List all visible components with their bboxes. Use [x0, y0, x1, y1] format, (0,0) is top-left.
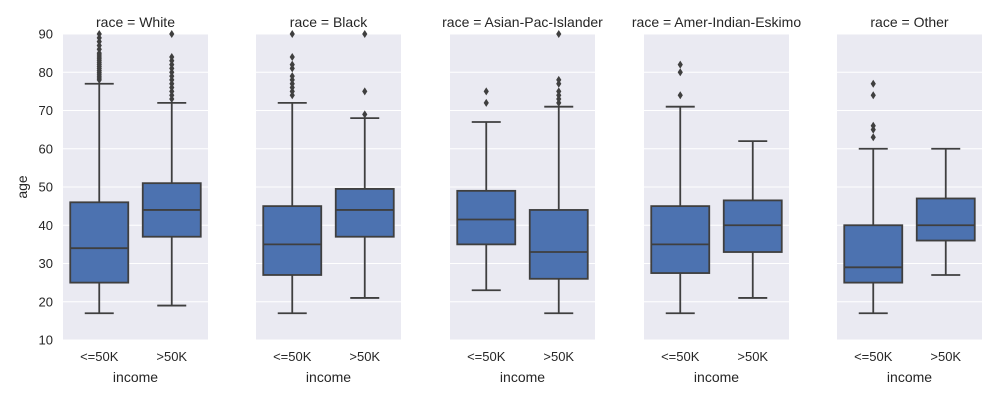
iqr-box	[915, 197, 976, 242]
iqr-box	[334, 188, 395, 238]
x-axis-label: income	[694, 369, 739, 385]
outlier-point	[289, 72, 295, 81]
panel-title: race = Black	[290, 14, 368, 30]
box-gt50k	[915, 147, 976, 276]
x-tick-label: <=50K	[467, 349, 506, 364]
iqr-box	[650, 205, 711, 274]
y-tick-label: 20	[39, 294, 53, 309]
iqr-box	[456, 189, 517, 246]
facet-panel: race = Other <=50K >50K income	[837, 14, 982, 385]
box-gt50k	[334, 30, 395, 299]
box-le50k	[843, 79, 904, 315]
y-tick-label: 30	[39, 256, 53, 271]
y-tick-label: 10	[39, 333, 53, 348]
facet-panel: race = White <=50K >50K income	[63, 14, 208, 385]
box-le50k	[69, 30, 130, 315]
outlier-point	[362, 30, 368, 38]
x-tick-label: >50K	[349, 349, 380, 364]
facet-panel: race = Amer-Indian-Eskimo <=50K >50K income	[632, 14, 801, 385]
x-axis-label: income	[887, 369, 932, 385]
outlier-point	[870, 133, 876, 142]
x-tick-label: >50K	[737, 349, 768, 364]
box-le50k	[650, 60, 711, 315]
outlier-point	[556, 75, 562, 84]
panel-title: race = Asian-Pac-Islander	[442, 14, 603, 30]
y-tick-label: 80	[39, 65, 53, 80]
outlier-point	[169, 52, 175, 61]
x-tick-label: <=50K	[273, 349, 312, 364]
x-tick-label: <=50K	[854, 349, 893, 364]
x-axis-label: income	[500, 369, 545, 385]
x-tick-label: <=50K	[661, 349, 700, 364]
outlier-point	[169, 30, 175, 38]
panel-title: race = White	[96, 14, 175, 30]
iqr-box	[722, 199, 783, 253]
outlier-point	[483, 98, 489, 107]
x-tick-label: >50K	[156, 349, 187, 364]
y-axis-label: age	[14, 175, 30, 199]
outlier-point	[870, 91, 876, 100]
y-tick-label: 90	[39, 27, 53, 42]
x-axis-label: income	[113, 369, 158, 385]
iqr-box	[69, 201, 130, 284]
outlier-point	[870, 121, 876, 130]
box-le50k	[456, 87, 517, 292]
y-tick-label: 60	[39, 141, 53, 156]
y-tick-label: 50	[39, 180, 53, 195]
iqr-box	[843, 224, 904, 284]
outlier-point	[677, 68, 683, 77]
box-gt50k	[141, 30, 202, 307]
outlier-point	[677, 60, 683, 69]
facet-panel: race = Asian-Pac-Islander <=50K >50K income	[442, 14, 603, 385]
panel-title: race = Amer-Indian-Eskimo	[632, 14, 801, 30]
y-tick-label: 40	[39, 218, 53, 233]
outlier-point	[96, 30, 102, 38]
outlier-point	[483, 87, 489, 96]
outlier-point	[556, 30, 562, 38]
iqr-box	[528, 209, 589, 280]
outlier-point	[289, 60, 295, 69]
x-tick-label: >50K	[543, 349, 574, 364]
outlier-point	[289, 30, 295, 38]
panel-title: race = Other	[870, 14, 949, 30]
y-tick-label: 70	[39, 103, 53, 118]
outlier-point	[556, 87, 562, 96]
box-le50k	[262, 30, 323, 315]
outlier-point	[362, 110, 368, 119]
x-axis-label: income	[306, 369, 351, 385]
facet-panel: race = Black <=50K >50K income	[256, 14, 401, 385]
outlier-point	[870, 79, 876, 88]
outlier-point	[289, 52, 295, 61]
outlier-point	[362, 87, 368, 96]
iqr-box	[262, 205, 323, 276]
outlier-point	[677, 91, 683, 100]
x-tick-label: >50K	[930, 349, 961, 364]
x-tick-label: <=50K	[80, 349, 119, 364]
box-gt50k	[722, 140, 783, 299]
box-gt50k	[528, 30, 589, 315]
